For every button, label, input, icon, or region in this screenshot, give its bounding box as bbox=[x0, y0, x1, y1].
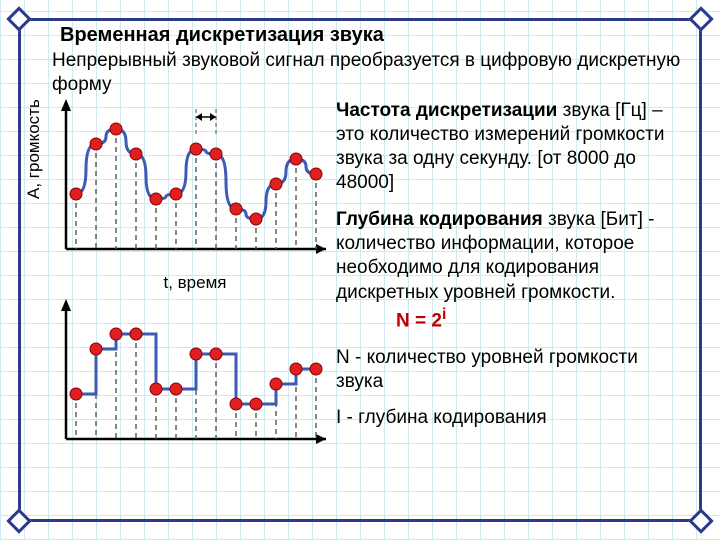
x-axis-label: t, время bbox=[60, 273, 330, 293]
charts-column: A, громкость t, время bbox=[30, 99, 330, 459]
text-column: Частота дискретизации звука [Гц] – это к… bbox=[330, 99, 690, 459]
y-axis-label: A, громкость bbox=[24, 99, 44, 199]
i-definition: I - глубина кодирования bbox=[336, 406, 690, 430]
n-definition: N - количество уровней громкости звука bbox=[336, 346, 690, 395]
content-area: Временная дискретизация звука Непрерывны… bbox=[30, 24, 690, 516]
digital-signal-chart bbox=[56, 299, 326, 459]
formula: N = 2i bbox=[396, 305, 446, 334]
bit-depth-term: Глубина кодирования bbox=[336, 209, 543, 230]
bit-depth-paragraph: Глубина кодирования звука [Бит] - количе… bbox=[336, 208, 690, 334]
sampling-rate-term: Частота дискретизации bbox=[336, 100, 557, 121]
page-subtitle: Непрерывный звуковой сигнал преобразуетс… bbox=[52, 49, 690, 97]
analog-signal-chart bbox=[56, 99, 326, 269]
sampling-rate-paragraph: Частота дискретизации звука [Гц] – это к… bbox=[336, 99, 690, 196]
page-title: Временная дискретизация звука bbox=[60, 24, 690, 47]
